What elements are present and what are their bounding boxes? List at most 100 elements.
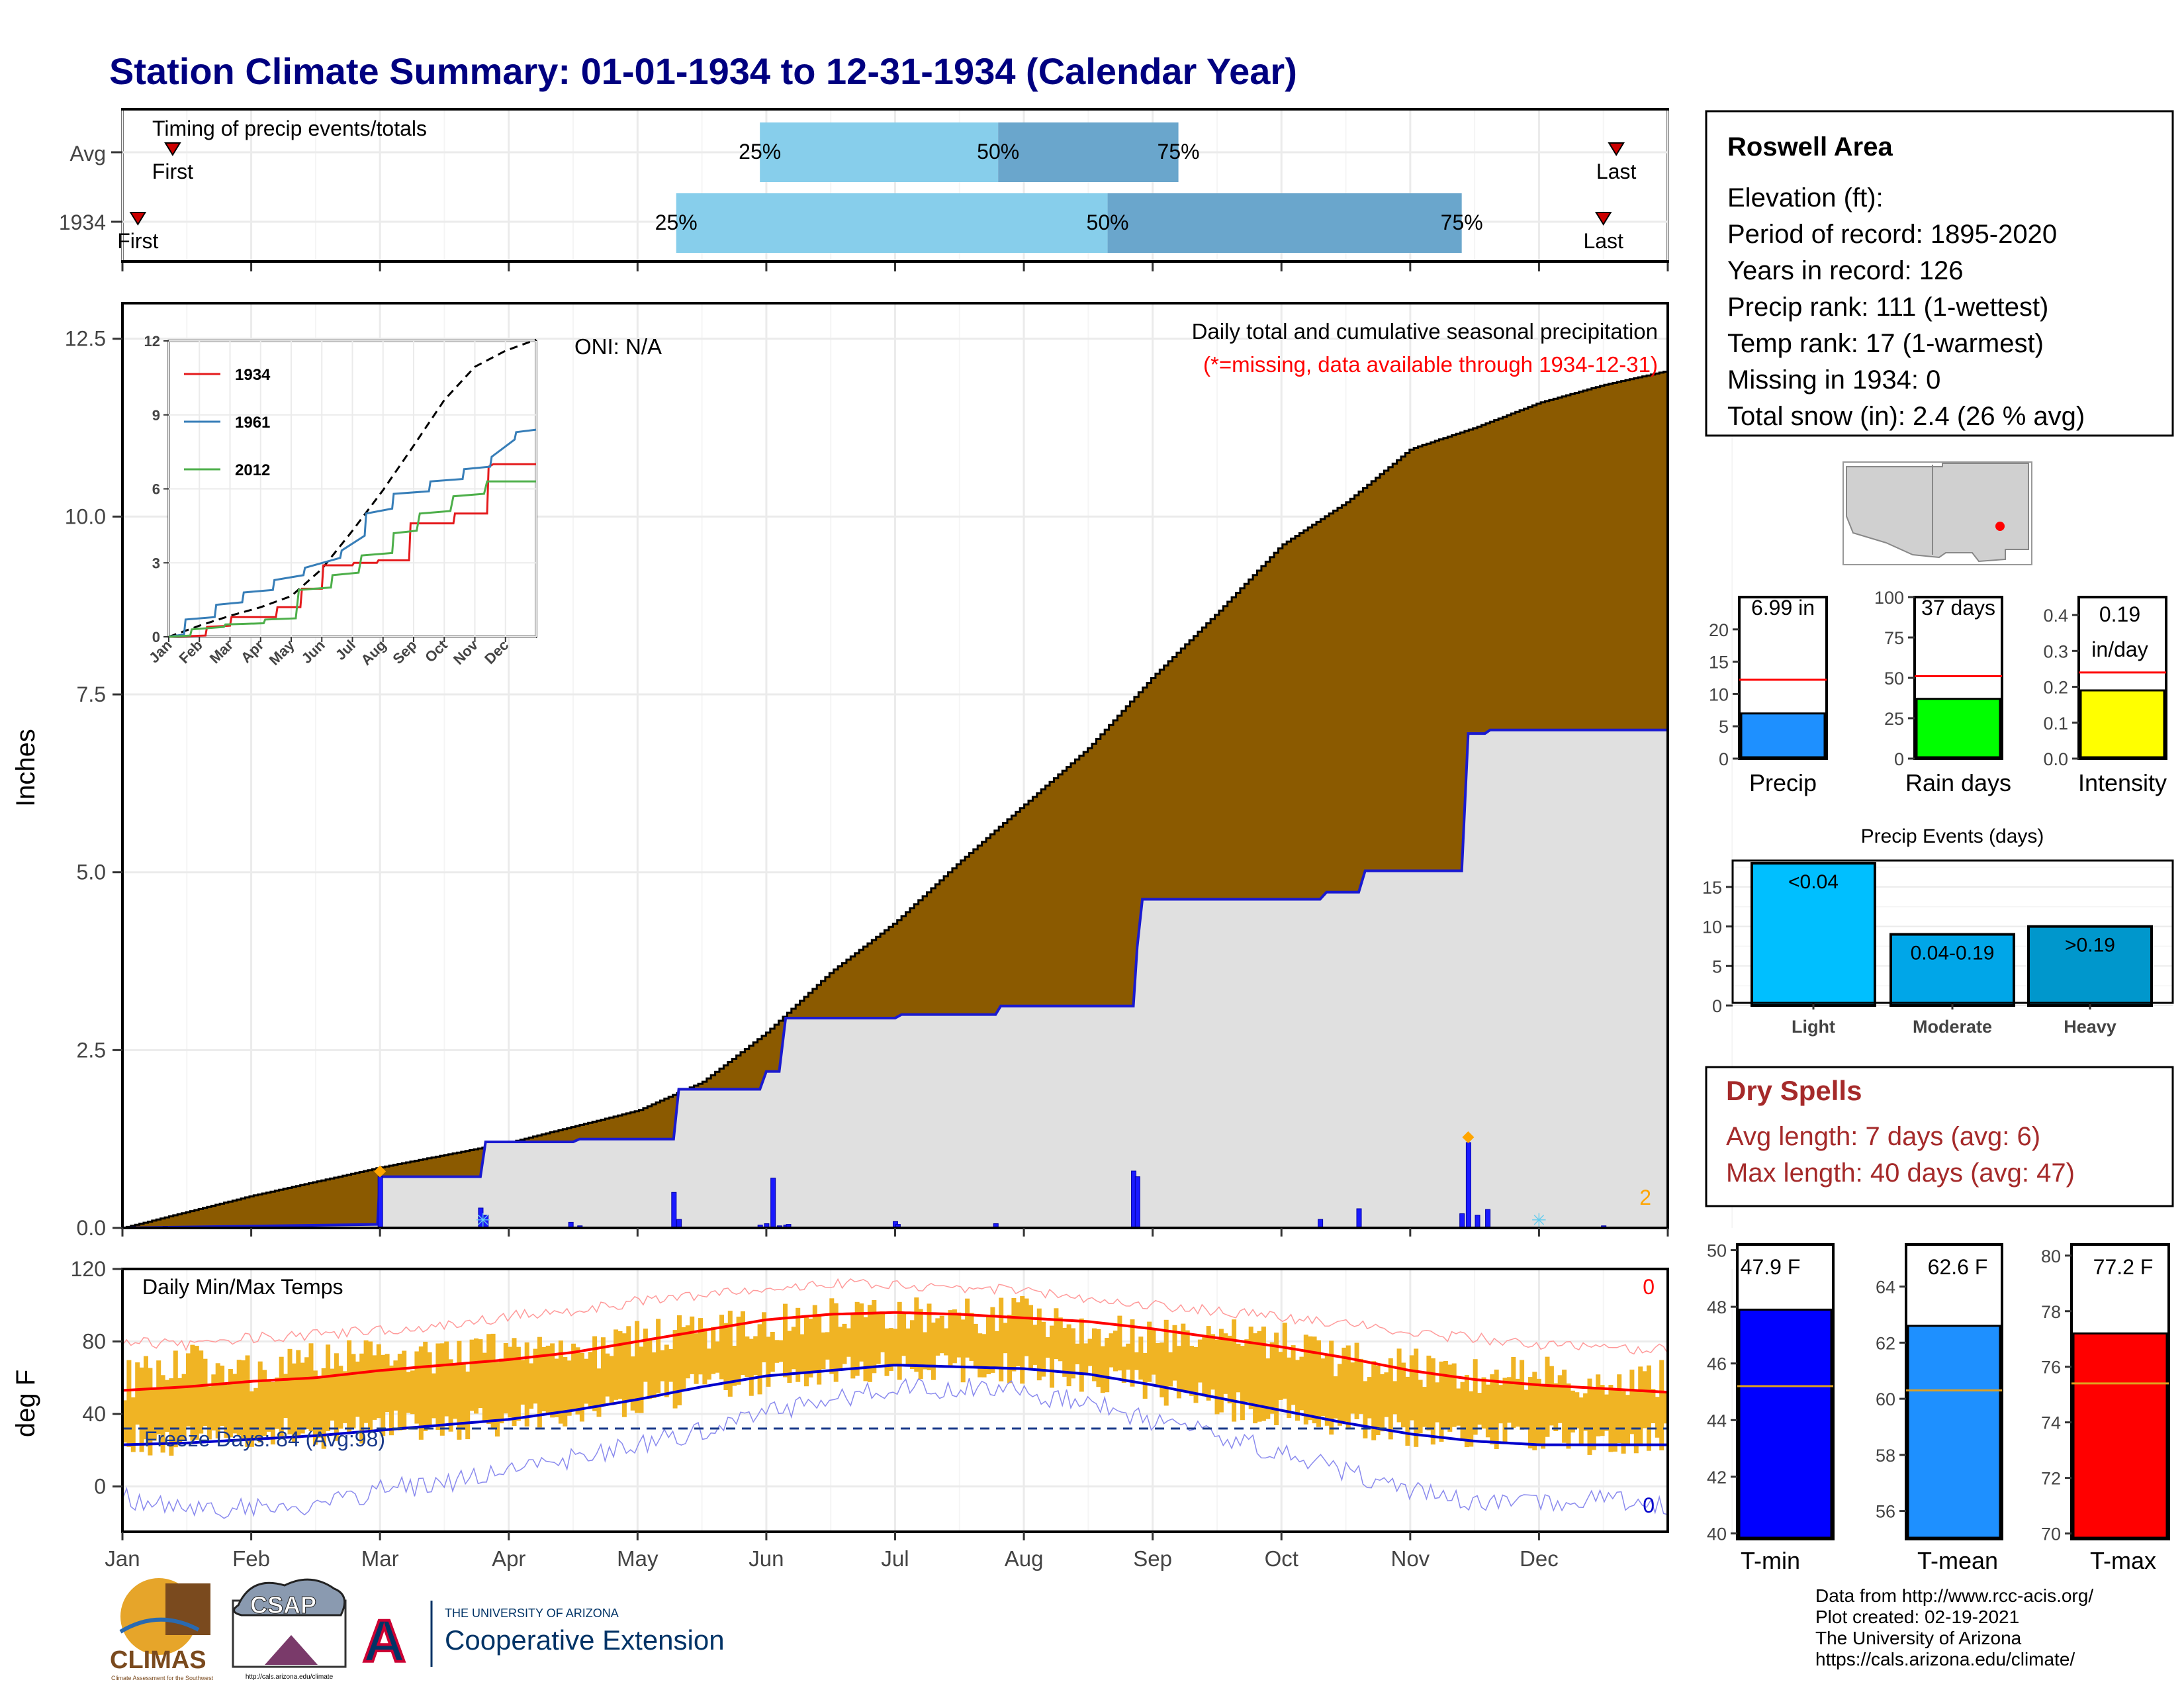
daily-temp-bar xyxy=(1354,1342,1359,1419)
daily-temp-bar xyxy=(1066,1324,1071,1387)
daily-temp-bar xyxy=(647,1339,653,1399)
daily-temp-bar xyxy=(1007,1315,1012,1383)
daily-temp-bar xyxy=(1036,1308,1042,1381)
daily-temp-bar xyxy=(1100,1346,1105,1393)
daily-temp-bar xyxy=(1193,1346,1199,1403)
daily-temp-bar xyxy=(478,1339,483,1409)
timing-first-marker xyxy=(129,212,147,226)
daily-temp-bar xyxy=(1596,1374,1601,1436)
daily-temp-bar xyxy=(1015,1302,1021,1366)
daily-temp-bar xyxy=(1642,1371,1647,1429)
events-y-tick-label: 0 xyxy=(1712,996,1722,1016)
daily-temp-bar xyxy=(905,1328,911,1366)
daily-temp-bar xyxy=(1342,1347,1347,1423)
tmin-y-tick-label: 40 xyxy=(1707,1524,1727,1544)
daily-temp-bar xyxy=(1608,1385,1614,1452)
daily-temp-bar xyxy=(888,1328,893,1371)
daily-temp-bar xyxy=(334,1353,339,1441)
daily-temp-bar xyxy=(444,1341,449,1417)
daily-temp-bar xyxy=(1477,1393,1482,1425)
events-bar-label: 0.04-0.19 xyxy=(1911,943,1995,964)
daily-temp-bar xyxy=(1494,1370,1499,1450)
daily-temp-bar xyxy=(1401,1362,1406,1428)
timing-row-label-avg: Avg xyxy=(69,142,106,165)
ua-logo-ext-text: Cooperative Extension xyxy=(445,1624,725,1656)
temperature-y-tick-label: 120 xyxy=(71,1257,106,1281)
daily-temp-bar xyxy=(1185,1330,1190,1392)
daily-temp-bar xyxy=(330,1368,335,1421)
daily-temp-bar xyxy=(160,1375,165,1453)
daily-temp-bar xyxy=(1109,1333,1114,1368)
csap-logo-mountain xyxy=(265,1635,318,1665)
tmin-y-tick-label: 50 xyxy=(1707,1241,1727,1261)
daily-temp-bar xyxy=(863,1317,868,1382)
daily-temp-bar xyxy=(833,1303,839,1382)
precip-total-y-tick-label: 5 xyxy=(1719,717,1729,737)
events-y-tick-label: 5 xyxy=(1712,957,1722,976)
daily-temp-bar xyxy=(1176,1346,1181,1399)
daily-temp-bar xyxy=(1629,1370,1635,1434)
daily-temp-bar xyxy=(423,1341,428,1431)
ua-logo: A THE UNIVERSITY OF ARIZONA Cooperative … xyxy=(361,1601,725,1676)
daily-temp-bar xyxy=(999,1297,1004,1382)
daily-temp-bar xyxy=(1333,1376,1338,1419)
daily-temp-bar xyxy=(727,1311,733,1397)
timing-q50-label: 50% xyxy=(977,140,1019,164)
daily-temp-bar xyxy=(1011,1297,1017,1372)
temperature-panel: 0 40 80 120 Jan Feb Mar Apr May Jun Jul Aug Sep Oct N… xyxy=(11,1257,1733,1571)
daily-temp-bar xyxy=(791,1327,796,1370)
daily-temp-bar xyxy=(347,1340,352,1432)
daily-precip-bar xyxy=(377,1176,383,1229)
daily-temp-bar xyxy=(1426,1355,1432,1430)
daily-temp-bar xyxy=(432,1373,436,1419)
month-tick-label: Feb xyxy=(232,1546,270,1571)
temperature-count-bottom: 0 xyxy=(1643,1493,1655,1517)
month-tick-label: Sep xyxy=(1133,1546,1172,1571)
daily-temp-bar xyxy=(1282,1323,1287,1399)
daily-temp-bar xyxy=(486,1334,492,1424)
daily-temp-bar xyxy=(787,1331,792,1383)
station-name: Roswell Area xyxy=(1727,132,1893,162)
daily-temp-bar xyxy=(368,1341,373,1432)
daily-temp-bar xyxy=(643,1329,648,1382)
temperature-summary-bars: 40 42 44 46 48 50 56 58 60 62 64 70 72 74 76 78 80 xyxy=(1707,1241,2170,1544)
tmin-y-tick-label: 42 xyxy=(1707,1468,1727,1487)
month-tick-label: Jun xyxy=(749,1546,784,1571)
month-tick-label: Dec xyxy=(1520,1546,1559,1571)
daily-temp-bar xyxy=(144,1356,148,1440)
info-missing: Missing in 1934: 0 xyxy=(1727,365,1940,395)
daily-temp-bar xyxy=(690,1316,695,1374)
daily-temp-bar xyxy=(1345,1345,1351,1429)
daily-temp-bar xyxy=(199,1350,204,1434)
inset-legend-label: 1961 xyxy=(235,414,270,432)
daily-temp-bar xyxy=(1214,1339,1220,1415)
precip-total-y-tick-label: 20 xyxy=(1709,620,1729,640)
daily-temp-bar xyxy=(635,1321,640,1413)
tmean-summary-bar xyxy=(1907,1325,2001,1539)
rain-days-y-tick-label: 0 xyxy=(1894,749,1904,769)
daily-temp-bar xyxy=(257,1361,263,1443)
cumulative-y-tick-label: 5.0 xyxy=(77,861,106,884)
daily-temp-bar xyxy=(1506,1377,1512,1423)
timing-q25-label: 25% xyxy=(739,140,781,164)
daily-temp-bar xyxy=(554,1358,559,1417)
intensity-y-tick-label: 0.2 xyxy=(2043,678,2068,698)
daily-temp-bar xyxy=(1092,1328,1097,1382)
daily-temp-bar xyxy=(1303,1335,1308,1425)
daily-temp-bar xyxy=(884,1328,889,1376)
inset-series-average xyxy=(168,338,537,638)
daily-temp-bar xyxy=(1087,1338,1093,1366)
daily-temp-bar xyxy=(1206,1326,1211,1401)
daily-temp-bar xyxy=(723,1323,729,1390)
daily-temp-bar xyxy=(694,1333,699,1384)
daily-temp-bar xyxy=(872,1300,877,1374)
daily-precip-bar xyxy=(1475,1215,1480,1229)
snow-marker: ✳ xyxy=(475,1210,490,1231)
events-x-tick-label: Moderate xyxy=(1913,1017,1992,1037)
daily-temp-bar xyxy=(232,1374,238,1434)
daily-temp-bar xyxy=(1142,1352,1148,1399)
daily-temp-bar xyxy=(702,1328,707,1385)
daily-temp-bar xyxy=(457,1340,462,1440)
daily-temp-bar xyxy=(418,1346,424,1440)
